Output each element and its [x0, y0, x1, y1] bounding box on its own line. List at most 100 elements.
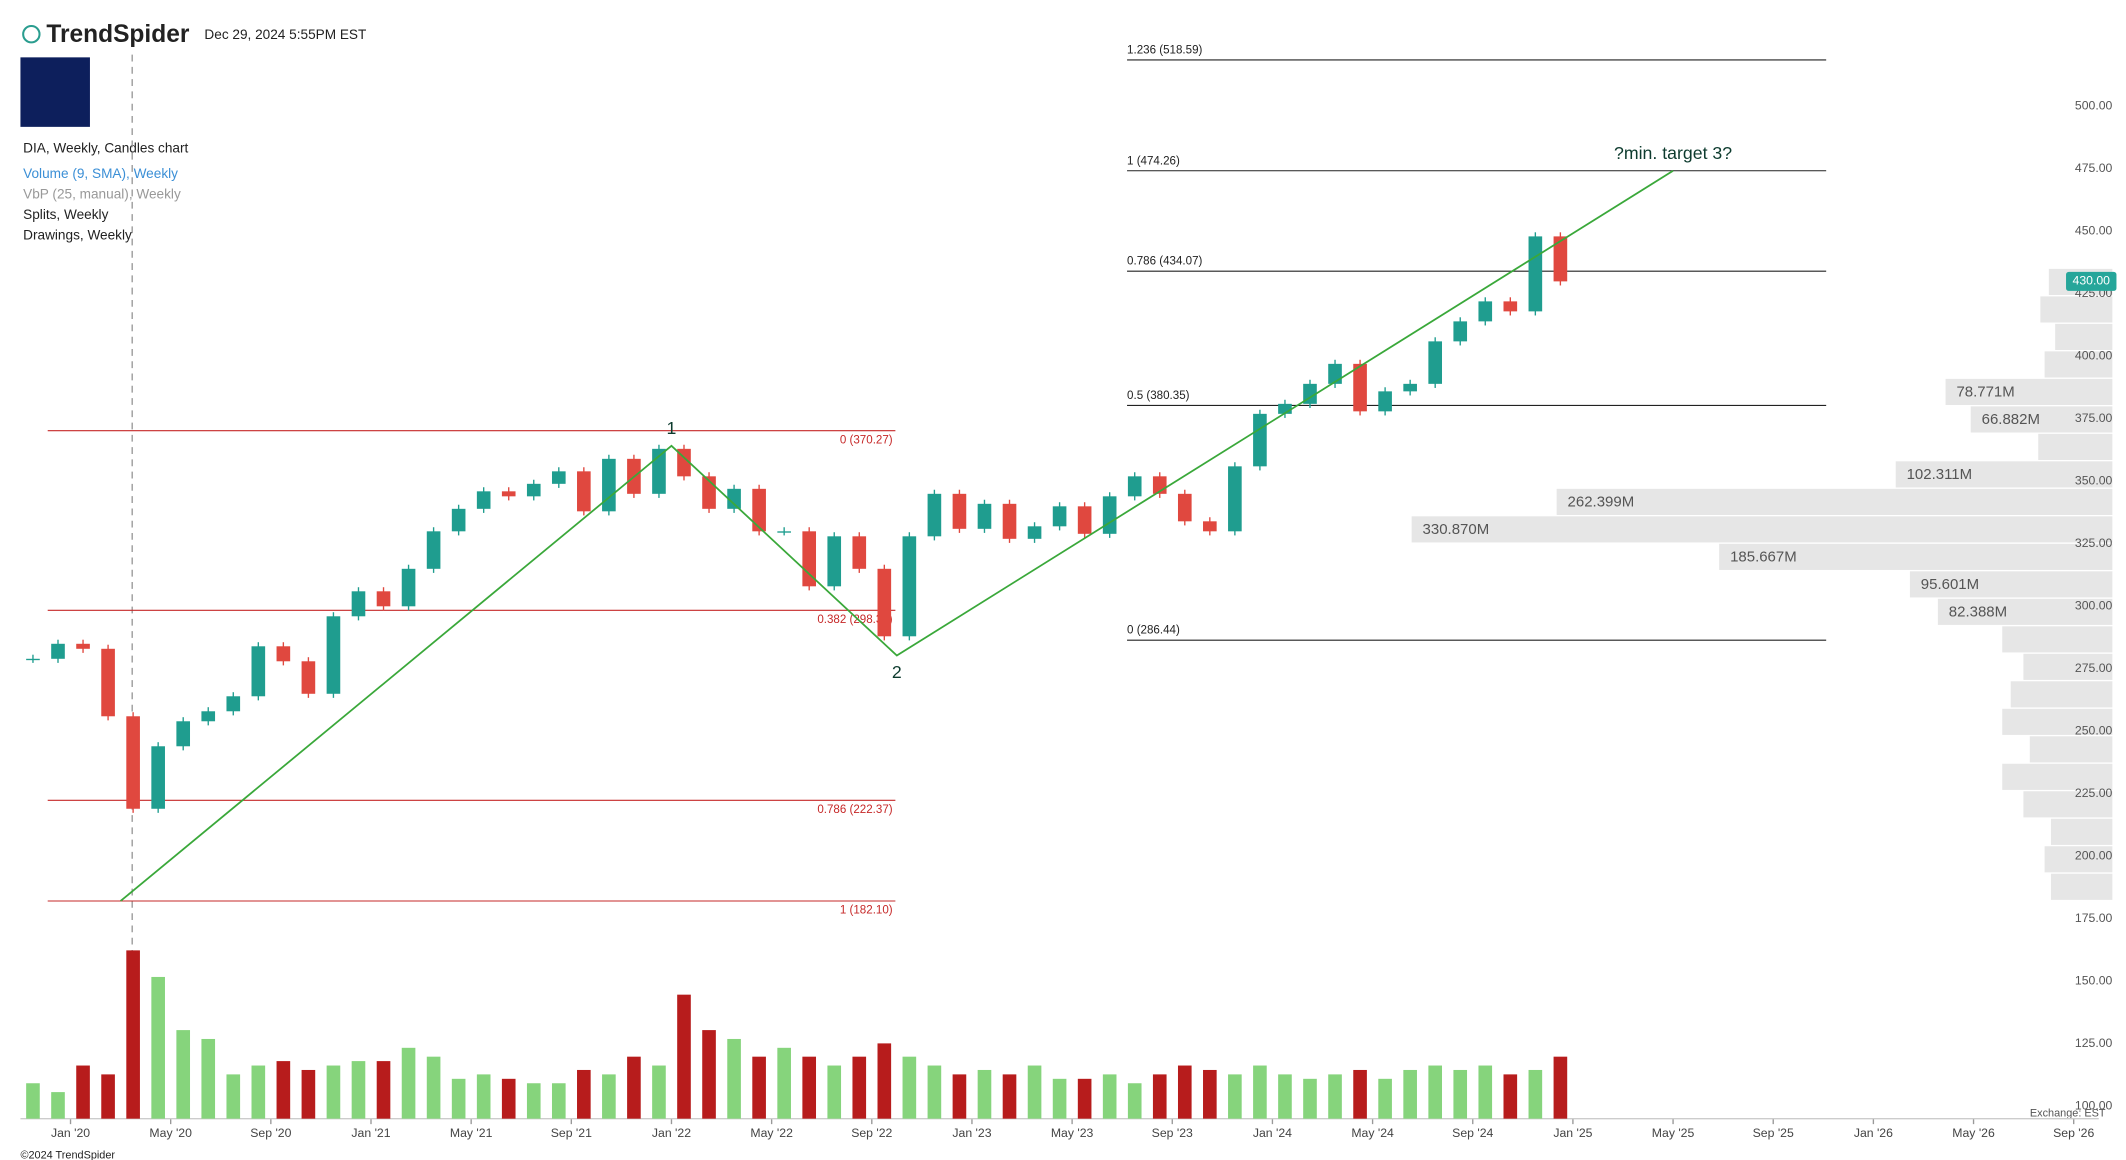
annotation: ?min. target 3? [1614, 143, 1732, 163]
fib-label: 0.5 (380.35) [1127, 390, 1190, 402]
timestamp: Dec 29, 2024 5:55PM EST [204, 27, 366, 42]
y-tick-label: 150.00 [2075, 973, 2113, 987]
y-tick-label: 175.00 [2075, 911, 2113, 925]
volume-bar [1528, 1069, 1543, 1119]
volume-bar [1253, 1065, 1267, 1119]
legend-item: Volume (9, SMA), Weekly [23, 166, 178, 181]
volume-profile-bar [1937, 598, 2113, 625]
fib-label: 0.786 (434.07) [1127, 256, 1202, 268]
candle [802, 531, 817, 587]
candle [1453, 321, 1468, 342]
volume-bar [1403, 1069, 1417, 1119]
volume-profile-bar [2055, 323, 2113, 350]
volume-profile-bar [2002, 708, 2113, 735]
volume-bar [1228, 1074, 1242, 1119]
volume-bar [577, 1069, 591, 1119]
candle [1253, 413, 1267, 467]
candle [1353, 363, 1367, 412]
copyright: ©2024 TrendSpider [20, 1150, 115, 1160]
volume-profile-label: 262.399M [1568, 494, 1635, 511]
fib-label: 0 (286.44) [1127, 625, 1180, 637]
volume-profile-bar [2038, 433, 2113, 460]
legend-item: VbP (25, manual), Weekly [23, 187, 181, 202]
wave-label: 2 [892, 662, 902, 682]
x-tick-label: Jan '22 [652, 1126, 691, 1140]
volume-bar [752, 1056, 766, 1119]
volume-bar [1102, 1074, 1117, 1119]
candle [1127, 476, 1142, 497]
candle [577, 471, 591, 512]
y-tick-label: 450.00 [2075, 224, 2113, 238]
volume-profile-label: 95.601M [1921, 576, 1979, 593]
volume-profile-bar [2044, 846, 2113, 873]
volume-bar [1152, 1074, 1167, 1119]
volume-bar [952, 1074, 967, 1119]
volume-bar [1328, 1074, 1342, 1119]
candle [602, 458, 616, 512]
volume-bar [902, 1056, 917, 1119]
candle [351, 591, 366, 617]
x-tick-label: May '25 [1652, 1126, 1695, 1140]
legend-item: DIA, Weekly, Candles chart [23, 140, 188, 155]
volume-bar [702, 1030, 716, 1119]
candle [902, 536, 917, 637]
volume-bar [551, 1083, 566, 1119]
volume-profile-label: 82.388M [1949, 604, 2007, 621]
x-tick-label: Jan '26 [1854, 1126, 1893, 1140]
candle [852, 536, 867, 569]
volume-profile-label: 102.311M [1907, 466, 1973, 483]
volume-bar [151, 976, 165, 1119]
volume-bar [1203, 1069, 1217, 1119]
last-price-tag [2066, 271, 2117, 291]
x-tick-label: Jan '20 [51, 1126, 90, 1140]
volume-profile-bar [1411, 516, 2113, 543]
x-tick-label: May '26 [1952, 1126, 1995, 1140]
candle [1102, 496, 1117, 534]
x-tick-label: Sep '24 [1452, 1126, 1493, 1140]
volume-bar [51, 1092, 65, 1119]
x-tick-label: May '23 [1051, 1126, 1094, 1140]
volume-profile-bar [1945, 378, 2113, 405]
volume-bar [727, 1038, 741, 1119]
volume-bar [1278, 1074, 1292, 1119]
volume-bar [201, 1038, 216, 1119]
candle [1553, 236, 1568, 282]
volume-bar [977, 1069, 992, 1119]
x-tick-label: Sep '21 [551, 1126, 592, 1140]
y-tick-label: 225.00 [2075, 786, 2113, 800]
volume-profile-bar [1895, 461, 2113, 488]
volume-bar [1052, 1078, 1067, 1119]
volume-profile-bar [2044, 351, 2113, 378]
volume-bar [276, 1061, 291, 1119]
volume-bar [351, 1061, 366, 1119]
y-tick-label: 325.00 [2075, 536, 2113, 550]
volume-bar [927, 1065, 942, 1119]
y-tick-label: 200.00 [2075, 848, 2113, 862]
x-tick-label: Sep '25 [1753, 1126, 1794, 1140]
x-tick-label: Jan '25 [1553, 1126, 1592, 1140]
candle [501, 491, 516, 497]
volume-bar [802, 1056, 817, 1119]
candle [201, 711, 216, 722]
candle [1528, 236, 1543, 312]
x-tick-label: Sep '20 [250, 1126, 291, 1140]
candle [526, 483, 541, 497]
x-tick-label: Sep '26 [2053, 1126, 2094, 1140]
candle [276, 646, 291, 662]
volume-bar [26, 1083, 40, 1119]
candle [551, 471, 566, 484]
x-tick-label: Sep '22 [851, 1126, 892, 1140]
y-tick-label: 300.00 [2075, 599, 2113, 613]
volume-bar [1428, 1065, 1443, 1119]
candle [1503, 301, 1518, 312]
volume-bar [101, 1074, 115, 1119]
candle [176, 721, 191, 747]
exchange: Exchange: EST [2030, 1107, 2106, 1119]
candle [151, 746, 165, 809]
candle [226, 696, 241, 712]
x-tick-label: Jan '24 [1253, 1126, 1292, 1140]
volume-bar [1353, 1069, 1367, 1119]
volume-profile-bar [2002, 626, 2113, 653]
volume-profile-label: 78.771M [1956, 384, 2014, 401]
